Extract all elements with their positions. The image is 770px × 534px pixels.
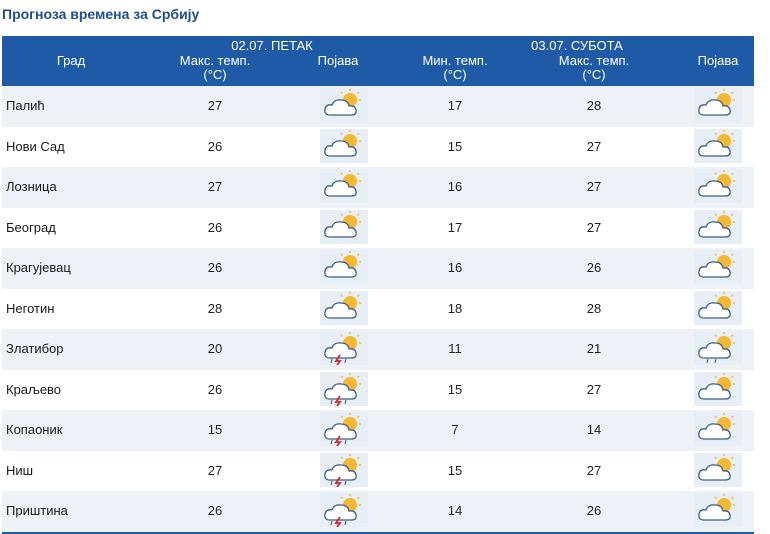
day2-max-temp: 27 <box>586 179 602 194</box>
partly-cloudy-sun-icon <box>694 169 742 203</box>
partly-cloudy-sun-icon <box>320 290 368 325</box>
thunderstorm-icon <box>320 493 368 527</box>
day2-min-temp: 15 <box>447 138 463 154</box>
cloudy-rain-sun-icon <box>694 331 742 365</box>
partly-cloudy-sun-icon <box>320 88 368 122</box>
thunderstorm-icon <box>320 331 368 365</box>
partly-cloudy-sun-icon <box>320 209 368 244</box>
city-name: Копаоник <box>6 422 63 437</box>
day2-max-temp: 27 <box>586 138 602 154</box>
partly-cloudy-sun-icon <box>694 209 742 244</box>
day2-min-temp-unit: (°C) <box>443 67 467 82</box>
day1-max-temp: 15 <box>207 422 223 437</box>
day2-min-temp: 15 <box>447 381 463 397</box>
day2-max-temp: 27 <box>586 381 602 397</box>
table-body: Палић 27 17 28 Нови Сад 26 15 27 Лозница 27 16 27 Бе… <box>2 86 754 532</box>
partly-cloudy-sun-icon <box>320 250 368 284</box>
partly-cloudy-sun-icon <box>320 128 368 163</box>
day1-max-temp: 27 <box>207 98 223 113</box>
day1-max-temp: 26 <box>207 381 223 397</box>
day1-header: 02.07. ПЕТАК <box>231 38 313 53</box>
day1-max-temp: 26 <box>207 219 223 235</box>
day2-max-temp: 28 <box>586 98 602 113</box>
partly-cloudy-sun-icon <box>694 493 742 527</box>
table-row: Нови Сад 26 15 27 <box>2 126 754 167</box>
partly-cloudy-sun-icon <box>694 412 742 446</box>
day2-max-temp: 26 <box>586 260 602 275</box>
day1-max-temp: 28 <box>207 300 223 316</box>
day2-phenomenon-header: Појава <box>697 53 739 68</box>
day2-min-temp-label: Мин. темп. <box>422 53 488 68</box>
day2-min-temp: 16 <box>447 179 463 194</box>
partly-cloudy-sun-icon <box>694 452 742 487</box>
day2-min-temp: 14 <box>447 503 463 518</box>
day2-max-temp-header: Макс. темп. (°C) <box>539 54 649 82</box>
day1-max-temp: 27 <box>207 462 223 478</box>
day2-max-temp: 27 <box>586 462 602 478</box>
city-name: Приштина <box>6 503 68 518</box>
day2-max-temp: 14 <box>586 422 602 437</box>
city-name: Краљево <box>6 381 62 397</box>
thunderstorm-icon <box>320 412 368 446</box>
day2-header: 03.07. СУБОТА <box>531 38 623 53</box>
table-row: Крагујевац 26 16 26 <box>2 248 754 289</box>
partly-cloudy-sun-icon <box>320 169 368 203</box>
city-name: Палић <box>6 98 45 113</box>
day1-max-temp-header: Макс. темп. (°C) <box>160 54 270 82</box>
day2-max-temp: 21 <box>586 341 602 356</box>
day1-max-temp: 26 <box>207 138 223 154</box>
city-name: Ниш <box>6 462 34 478</box>
day2-max-temp-label: Макс. темп. <box>558 53 630 68</box>
table-row: Приштина 26 14 26 <box>2 491 754 532</box>
day1-max-temp-unit: (°C) <box>203 67 227 82</box>
day2-max-temp: 27 <box>586 219 602 235</box>
day2-max-temp-unit: (°C) <box>582 67 606 82</box>
day2-min-temp: 7 <box>451 422 459 437</box>
day2-min-temp: 18 <box>447 300 463 316</box>
table-row: Палић 27 17 28 <box>2 86 754 127</box>
forecast-table: Град 02.07. ПЕТАК 03.07. СУБОТА Макс. те… <box>2 36 754 534</box>
day1-max-temp: 26 <box>207 260 223 275</box>
city-name: Београд <box>6 219 56 235</box>
table-row: Ниш 27 15 27 <box>2 450 754 491</box>
partly-cloudy-sun-icon <box>694 290 742 325</box>
day2-min-temp: 11 <box>448 341 462 356</box>
day1-max-temp: 26 <box>207 503 223 518</box>
table-row: Златибор 20 11 21 <box>2 329 754 370</box>
day1-max-temp-label: Макс. темп. <box>179 53 251 68</box>
table-row: Неготин 28 18 28 <box>2 288 754 329</box>
day1-max-temp: 27 <box>207 179 223 194</box>
table-header: Град 02.07. ПЕТАК 03.07. СУБОТА Макс. те… <box>2 36 754 86</box>
city-name: Нови Сад <box>6 138 65 154</box>
partly-cloudy-sun-icon <box>694 250 742 284</box>
day2-min-temp: 17 <box>447 98 463 113</box>
day2-max-temp: 26 <box>586 503 602 518</box>
day1-phenomenon-header: Појава <box>317 53 359 68</box>
partly-cloudy-sun-icon <box>694 371 742 406</box>
city-name: Крагујевац <box>6 260 71 275</box>
day2-min-temp-header: Мин. темп. (°C) <box>400 54 510 82</box>
table-row: Краљево 26 15 27 <box>2 369 754 410</box>
day2-min-temp: 15 <box>447 462 463 478</box>
thunderstorm-icon <box>320 452 368 487</box>
page-title: Прогноза времена за Србију <box>2 6 200 22</box>
thunderstorm-icon <box>320 371 368 406</box>
city-column-header: Град <box>56 53 86 68</box>
city-name: Златибор <box>6 341 64 356</box>
table-row: Копаоник 15 7 14 <box>2 410 754 451</box>
day2-max-temp: 28 <box>586 300 602 316</box>
day1-max-temp: 20 <box>207 341 223 356</box>
partly-cloudy-sun-icon <box>694 88 742 122</box>
day2-min-temp: 17 <box>447 219 463 235</box>
table-row: Лозница 27 16 27 <box>2 167 754 208</box>
table-row: Београд 26 17 27 <box>2 207 754 248</box>
day2-min-temp: 16 <box>447 260 463 275</box>
city-name: Лозница <box>6 179 57 194</box>
partly-cloudy-sun-icon <box>694 128 742 163</box>
city-name: Неготин <box>6 300 55 316</box>
